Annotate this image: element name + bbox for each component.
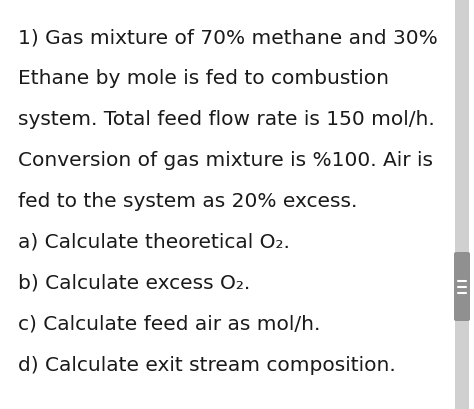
Text: c) Calculate feed air as mol/h.: c) Calculate feed air as mol/h. [18,314,320,333]
Text: fed to the system as 20% excess.: fed to the system as 20% excess. [18,191,357,211]
FancyBboxPatch shape [454,252,470,321]
Text: b) Calculate excess O₂.: b) Calculate excess O₂. [18,273,250,292]
Text: system. Total feed flow rate is 150 mol/h.: system. Total feed flow rate is 150 mol/… [18,110,435,129]
Text: Conversion of gas mixture is %100. Air is: Conversion of gas mixture is %100. Air i… [18,151,433,170]
Text: a) Calculate theoretical O₂.: a) Calculate theoretical O₂. [18,232,290,252]
Text: d) Calculate exit stream composition.: d) Calculate exit stream composition. [18,355,396,374]
Text: 1) Gas mixture of 70% methane and 30%: 1) Gas mixture of 70% methane and 30% [18,28,438,47]
Text: Ethane by mole is fed to combustion: Ethane by mole is fed to combustion [18,69,389,88]
Bar [455,0,469,409]
